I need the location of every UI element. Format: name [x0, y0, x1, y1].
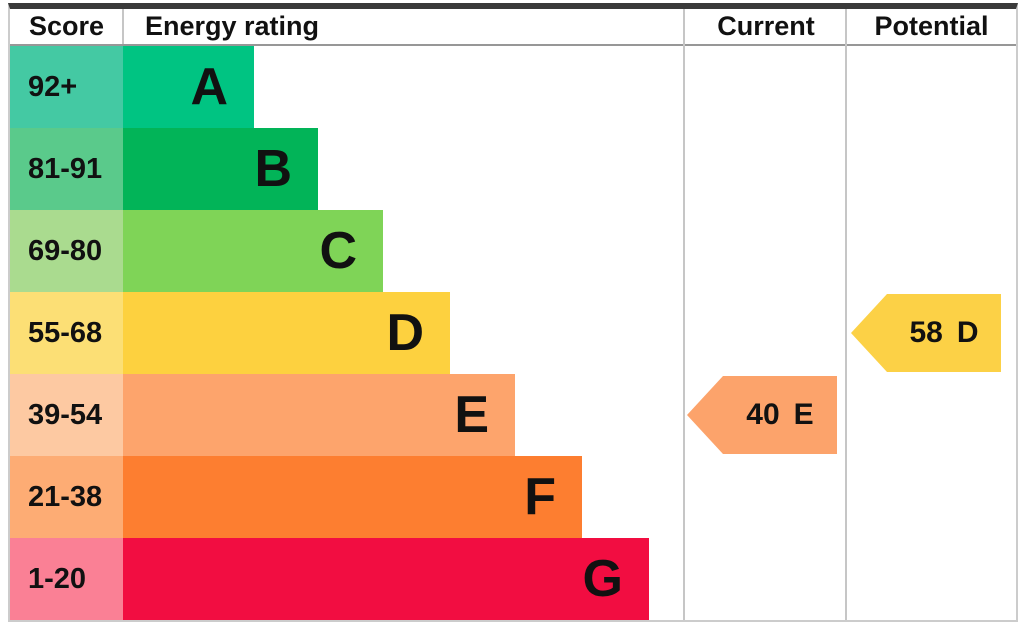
band-letter: B — [254, 140, 292, 198]
current-rating-arrow: 40 E — [687, 376, 837, 454]
band-letter: G — [582, 550, 623, 608]
band-bar: A — [123, 46, 254, 128]
band-bar: F — [123, 456, 582, 538]
band-letter: F — [524, 468, 556, 526]
current-rating-value: 40 — [746, 398, 780, 431]
band-bar: C — [123, 210, 383, 292]
chart-header-row: Score Energy rating Current Potential — [10, 9, 1016, 46]
band-row: 69-80 C — [10, 210, 1016, 292]
header-score: Score — [28, 11, 105, 41]
bands: 92+ A 81-91 B 69-80 C 55-68 D 39-54 E 21… — [10, 46, 1016, 620]
divider-current-potential — [845, 9, 847, 620]
band-row: 81-91 B — [10, 128, 1016, 210]
band-row: 92+ A — [10, 46, 1016, 128]
band-bar: B — [123, 128, 318, 210]
epc-energy-rating-chart: Score Energy rating Current Potential 92… — [8, 3, 1018, 622]
header-energy-rating: Energy rating — [145, 11, 320, 41]
band-row: 55-68 D — [10, 292, 1016, 374]
band-letter: A — [190, 58, 228, 116]
header-potential: Potential — [874, 11, 989, 41]
band-letter: D — [386, 304, 424, 362]
band-score-range: 1-20 — [10, 538, 123, 620]
current-rating-band: E — [793, 398, 814, 431]
band-score-range: 21-38 — [10, 456, 123, 538]
divider-score-rating — [122, 9, 124, 44]
band-score-range: 55-68 — [10, 292, 123, 374]
band-score-range: 39-54 — [10, 374, 123, 456]
potential-rating-band: D — [956, 316, 979, 349]
band-row: 21-38 F — [10, 456, 1016, 538]
band-bar: G — [123, 538, 649, 620]
potential-rating-value: 58 — [909, 316, 943, 349]
band-score-range: 81-91 — [10, 128, 123, 210]
band-bar: E — [123, 374, 515, 456]
band-score-range: 69-80 — [10, 210, 123, 292]
band-letter: E — [454, 386, 489, 444]
divider-rating-current — [683, 9, 685, 620]
band-bar: D — [123, 292, 450, 374]
band-row: 1-20 G — [10, 538, 1016, 620]
band-row: 39-54 E — [10, 374, 1016, 456]
header-current: Current — [717, 11, 815, 41]
band-letter: C — [319, 222, 357, 280]
band-score-range: 92+ — [10, 46, 123, 128]
potential-rating-arrow: 58 D — [851, 294, 1001, 372]
